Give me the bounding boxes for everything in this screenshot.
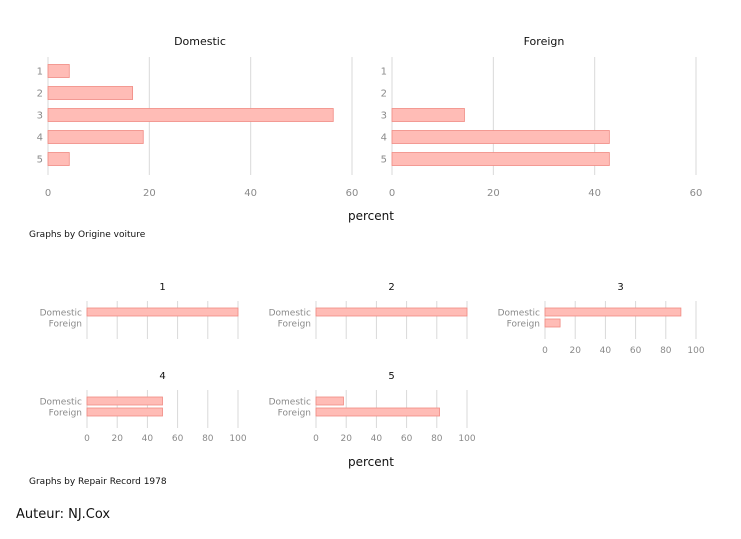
chart-note-origin: Graphs by Origine voiture	[29, 230, 146, 240]
tick-label-1-4-0: 0	[313, 434, 319, 444]
bar-0-1-4	[391, 152, 610, 166]
tick-label-1-4-40: 40	[371, 434, 383, 444]
category-label-0-1-3: 4	[381, 133, 387, 144]
panel-title-0-0: Domestic	[174, 35, 226, 48]
x-axis-label-1: percent	[348, 455, 394, 469]
bar-1-4-0	[315, 396, 344, 406]
category-label-1-3-1: Foreign	[49, 409, 82, 419]
tick-label-1-4-80: 80	[431, 434, 443, 444]
bar-0-0-1	[47, 86, 134, 100]
category-label-1-2-0: Domestic	[498, 309, 540, 319]
category-label-1-0-0: Domestic	[40, 309, 82, 319]
panel-title-1-3: 4	[159, 371, 165, 382]
bar-1-3-1	[86, 407, 163, 417]
category-label-0-1-2: 3	[381, 111, 387, 122]
bar-1-4-1	[315, 407, 440, 417]
category-label-0-0-4: 5	[37, 155, 43, 166]
chart-note-repair: Graphs by Repair Record 1978	[29, 477, 167, 487]
bar-1-3-0	[86, 396, 163, 406]
category-label-0-0-3: 4	[37, 133, 43, 144]
tick-label-1-2-20: 20	[569, 346, 581, 356]
panel-title-1-2: 3	[617, 282, 623, 293]
bar-0-0-0	[47, 64, 70, 78]
category-label-1-4-0: Domestic	[269, 398, 311, 408]
category-label-0-1-0: 1	[381, 67, 387, 78]
bar-0-0-3	[47, 130, 144, 144]
tick-label-1-2-100: 100	[687, 346, 704, 356]
bar-0-1-2	[391, 108, 465, 122]
tick-label-1-4-20: 20	[340, 434, 352, 444]
author-credit: Auteur: NJ.Cox	[16, 507, 111, 522]
category-label-0-1-1: 2	[381, 89, 387, 100]
tick-label-1-4-60: 60	[401, 434, 413, 444]
tick-label-0-0-20: 20	[143, 188, 156, 199]
panel-title-1-1: 2	[388, 282, 394, 293]
panel-title-1-4: 5	[388, 371, 394, 382]
tick-label-0-1-20: 20	[487, 188, 500, 199]
category-label-0-0-1: 2	[37, 89, 43, 100]
bar-1-1-0	[315, 307, 468, 317]
category-label-1-2-1: Foreign	[507, 320, 540, 330]
category-label-1-3-0: Domestic	[40, 398, 82, 408]
bar-0-1-3	[391, 130, 610, 144]
category-label-0-0-2: 3	[37, 111, 43, 122]
tick-label-1-3-80: 80	[202, 434, 214, 444]
tick-label-1-2-80: 80	[660, 346, 672, 356]
tick-label-0-0-40: 40	[244, 188, 257, 199]
bar-0-0-4	[47, 152, 70, 166]
tick-label-1-3-100: 100	[229, 434, 246, 444]
bar-1-0-0	[86, 307, 239, 317]
bar-0-0-2	[47, 108, 334, 122]
tick-label-0-1-40: 40	[588, 188, 601, 199]
tick-label-1-2-40: 40	[600, 346, 612, 356]
tick-label-0-1-0: 0	[389, 188, 395, 199]
tick-label-0-0-60: 60	[346, 188, 359, 199]
category-label-1-1-1: Foreign	[278, 320, 311, 330]
tick-label-1-4-100: 100	[458, 434, 475, 444]
category-label-1-4-1: Foreign	[278, 409, 311, 419]
category-label-1-0-1: Foreign	[49, 320, 82, 330]
panel-title-0-1: Foreign	[524, 35, 565, 48]
x-axis-label-0: percent	[348, 209, 394, 223]
bar-1-2-1	[544, 318, 561, 328]
tick-label-1-2-60: 60	[630, 346, 642, 356]
tick-label-1-3-0: 0	[84, 434, 90, 444]
tick-label-1-3-40: 40	[142, 434, 154, 444]
bar-1-2-0	[544, 307, 682, 317]
tick-label-1-3-20: 20	[111, 434, 123, 444]
tick-label-0-1-60: 60	[690, 188, 703, 199]
category-label-0-0-0: 1	[37, 67, 43, 78]
category-label-0-1-4: 5	[381, 155, 387, 166]
tick-label-1-2-0: 0	[542, 346, 548, 356]
panel-title-1-0: 1	[159, 282, 165, 293]
tick-label-1-3-60: 60	[172, 434, 184, 444]
tick-label-0-0-0: 0	[45, 188, 51, 199]
category-label-1-1-0: Domestic	[269, 309, 311, 319]
